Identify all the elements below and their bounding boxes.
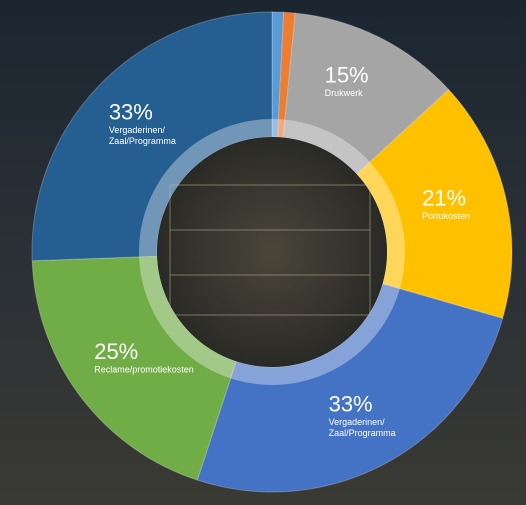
slice-name: Vergaderinen/: [329, 417, 386, 427]
donut: [31, 11, 513, 493]
value-label: 15%: [325, 62, 369, 87]
slice-name: Zaal/Programma: [329, 428, 396, 438]
value-label: 33%: [329, 391, 373, 416]
slice-name: Reclame/promotiekosten: [94, 365, 194, 375]
labels: 15%Drukwerk21%Portokosten33%Vergaderinen…: [94, 62, 470, 438]
slice-name: Vergaderinen/: [109, 125, 166, 135]
slice-name: Zaal/Programma: [109, 136, 176, 146]
value-label: 25%: [94, 339, 138, 364]
slice: [282, 12, 450, 175]
slice-name: Drukwerk: [325, 88, 364, 98]
value-label: 33%: [109, 99, 153, 124]
value-label: 21%: [422, 185, 466, 210]
inner-ring: [139, 119, 405, 385]
building: [169, 184, 371, 316]
slice-name: Portokosten: [422, 211, 470, 221]
center-photo: [157, 137, 387, 367]
